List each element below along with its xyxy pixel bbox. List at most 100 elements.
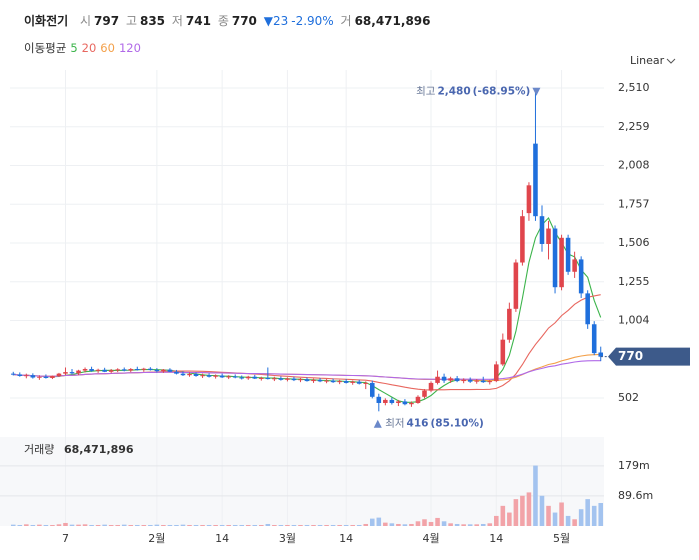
candle-body [578,259,584,294]
candle-body [480,380,486,383]
candle-body [415,396,421,403]
y-tick-label: 1,255 [618,275,650,288]
volume-bar [422,519,427,526]
value: 770 [231,14,257,28]
volume-bar [539,495,545,526]
candle-body [396,401,401,403]
volume-bar [219,524,225,526]
volume-bar [82,524,88,526]
candle-body [121,369,127,371]
candle-body [539,216,545,244]
ma-legend-item: 60 [100,41,115,55]
volume-bar [95,524,101,526]
x-tick-label: 4월 [422,532,439,545]
volume-bar [467,524,473,526]
candle-body [526,185,532,214]
candle-body [102,369,107,372]
volume-bar [487,523,493,526]
ma-legend-item: 120 [118,41,141,55]
candle-body [115,369,120,371]
volume-bar [259,524,264,526]
candle-body [311,379,316,382]
volume-bar [174,524,179,526]
scale-toggle[interactable]: Linear [630,54,665,67]
y-tick-label: 89.6m [618,489,653,502]
volume-bar [265,523,271,526]
candle-body [591,324,597,354]
volume-bar [200,524,205,526]
volume-bar [128,524,134,526]
volume-bar [363,523,369,526]
candle-body [304,379,310,382]
candle-body [148,368,153,370]
candle-body [278,378,284,380]
candle-body [285,378,290,380]
candle-body [552,228,558,288]
volume-bar [343,524,349,526]
volume-bar [591,505,597,526]
volume-bar [526,492,532,526]
volume-bar [480,523,486,526]
volume-bar [17,524,23,526]
candle-body [546,228,551,244]
volume-bar [304,524,310,526]
volume-bar [435,517,440,526]
x-tick-label: 2월 [148,532,165,545]
change-pct: -2.90% [291,14,334,28]
candle-body [500,339,506,365]
volume-bar [121,524,127,526]
y-tick-label: 179m [618,459,650,472]
volume-bar [285,524,290,526]
volume-bar [252,524,258,526]
candle-body [193,373,199,376]
candle-body [494,364,499,382]
candle-body [167,369,173,372]
label: 거 [340,14,352,28]
volume-bar [76,524,81,526]
annotation-pct: (85.10%) [430,417,483,429]
change: ▼23 [263,14,289,28]
dropdown-icon[interactable] [666,58,676,64]
candle-body [383,399,388,403]
candle-body [533,143,538,217]
x-tick-label: 5월 [553,532,570,545]
volume-bar [206,524,212,526]
ma-title: 이동평균 [24,41,67,55]
volume-bar [461,524,466,526]
volume-bar [245,524,251,526]
candle-body [376,396,382,403]
candle-body [89,369,94,371]
candle-body [128,369,134,371]
volume-bar [10,524,16,526]
candle-body [487,381,493,383]
candle-body [56,373,62,376]
candle-body [213,375,218,377]
y-tick-label: 2,259 [618,120,650,133]
candle-body [324,380,329,382]
candle-body [63,372,68,374]
label: 시 [80,14,92,28]
volume-bar [317,524,323,526]
volume-bar [187,524,192,526]
candle-body [245,376,251,379]
volume-bar [513,499,519,526]
volume-bar [135,524,140,526]
candle-body [467,379,473,382]
annotation-prefix: 최저 [385,417,404,429]
annotation-value: 2,480 [437,86,470,98]
candle-body [422,390,427,397]
y-tick-label: 2,510 [618,81,650,94]
ma-legend-item: 5 [70,41,78,55]
label: 저 [171,14,183,28]
candle-body [232,376,238,378]
volume-bar [337,524,342,526]
volume-bar [533,465,538,526]
candle-body [363,382,369,384]
volume-bar [559,502,564,526]
x-tick-label: 7 [62,532,69,545]
volume-bar [494,515,499,526]
candle-body [259,377,264,379]
volume-bar [324,524,329,526]
ma-line [13,360,601,380]
stock-name: 이화전기 [24,14,69,28]
